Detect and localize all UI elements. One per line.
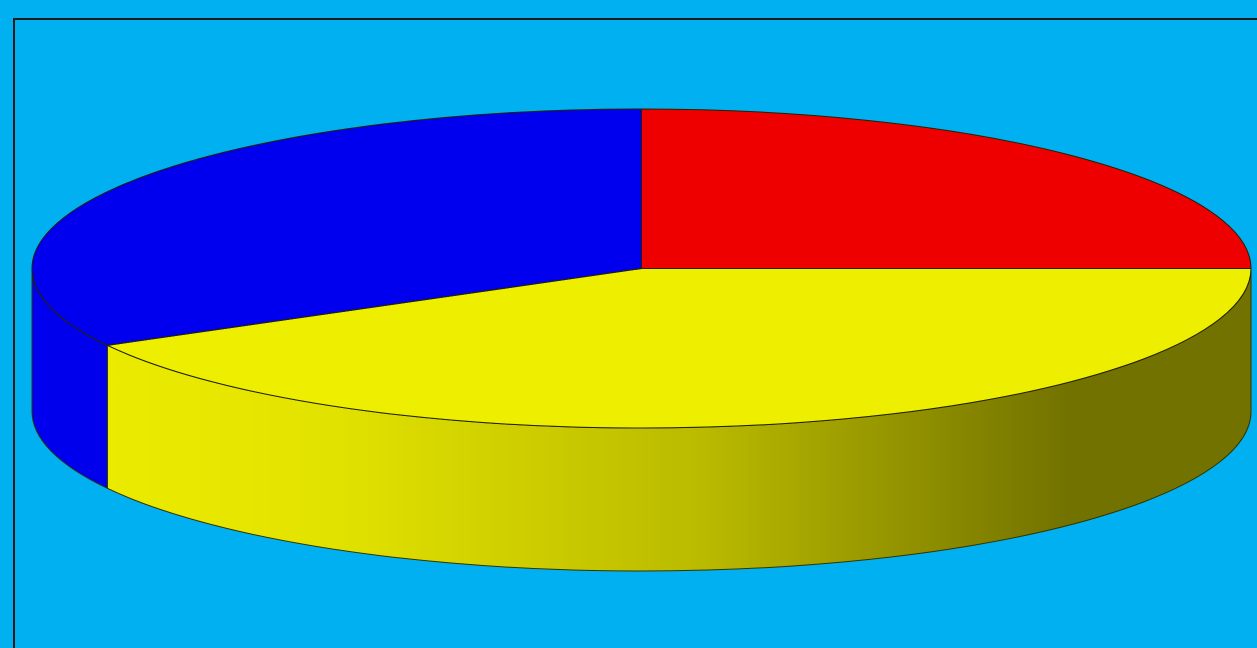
pie-top-faces bbox=[31, 108, 1252, 429]
pie-slice-2 bbox=[31, 108, 642, 346]
pie-slice-1 bbox=[105, 268, 1252, 429]
pie-side-faces bbox=[31, 268, 1252, 572]
plot-area-border bbox=[13, 18, 1257, 648]
pie-slice-0 bbox=[641, 108, 1252, 269]
